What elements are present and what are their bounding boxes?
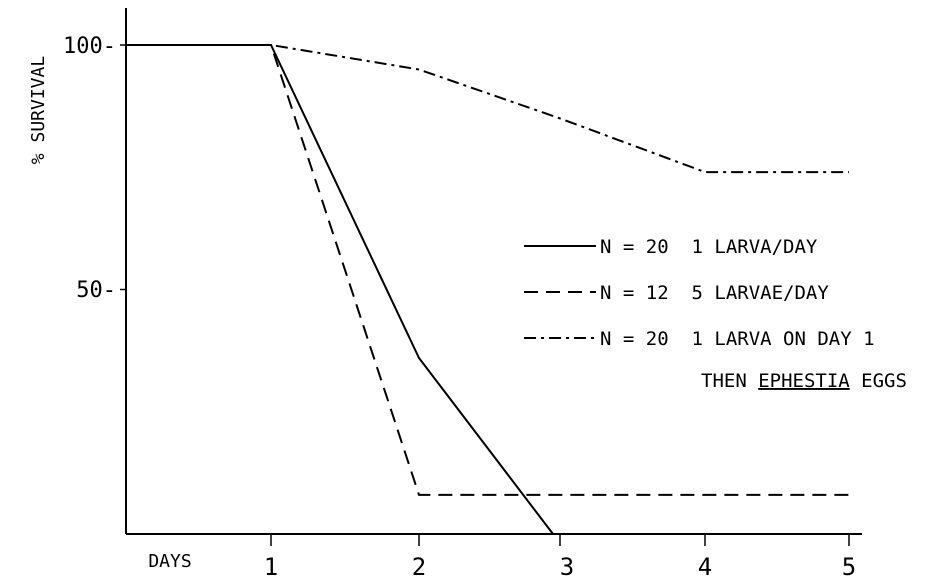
y-tick-labels: 100- 50-: [63, 34, 116, 303]
legend-label-dashed: N = 12 5 LARVAE/DAY: [600, 282, 829, 304]
y-tick-label-50: 50-: [76, 278, 116, 303]
series-lines: [126, 44, 849, 535]
series-line-dashdot: [126, 44, 849, 174]
y-axis-label: % SURVIVAL: [28, 56, 49, 165]
series-line-dashed: [126, 44, 849, 496]
legend-line2-suffix: EGGS: [850, 370, 907, 392]
legend-label-dashdot: N = 20 1 LARVA ON DAY 1: [600, 328, 875, 350]
x-tick-label-5: 5: [842, 553, 856, 581]
x-tick-label-1: 1: [264, 553, 278, 581]
x-tick-label-4: 4: [698, 553, 712, 581]
legend-label-solid: N = 20 1 LARVA/DAY: [600, 236, 818, 258]
x-tick-label-2: 2: [412, 553, 426, 581]
x-axis-label: DAYS: [148, 551, 191, 572]
legend-line2-prefix: THEN: [701, 370, 758, 392]
y-tick-label-100: 100-: [63, 34, 116, 59]
legend: N = 20 1 LARVA/DAY N = 12 5 LARVAE/DAY N…: [524, 236, 907, 392]
tick-marks: [120, 44, 850, 546]
x-tick-labels: 1 2 3 4 5: [264, 553, 856, 581]
legend-line2-species: EPHESTIA: [758, 370, 850, 392]
legend-label-dashdot-line2: THEN EPHESTIA EGGS: [701, 370, 907, 392]
x-tick-label-3: 3: [560, 553, 574, 581]
